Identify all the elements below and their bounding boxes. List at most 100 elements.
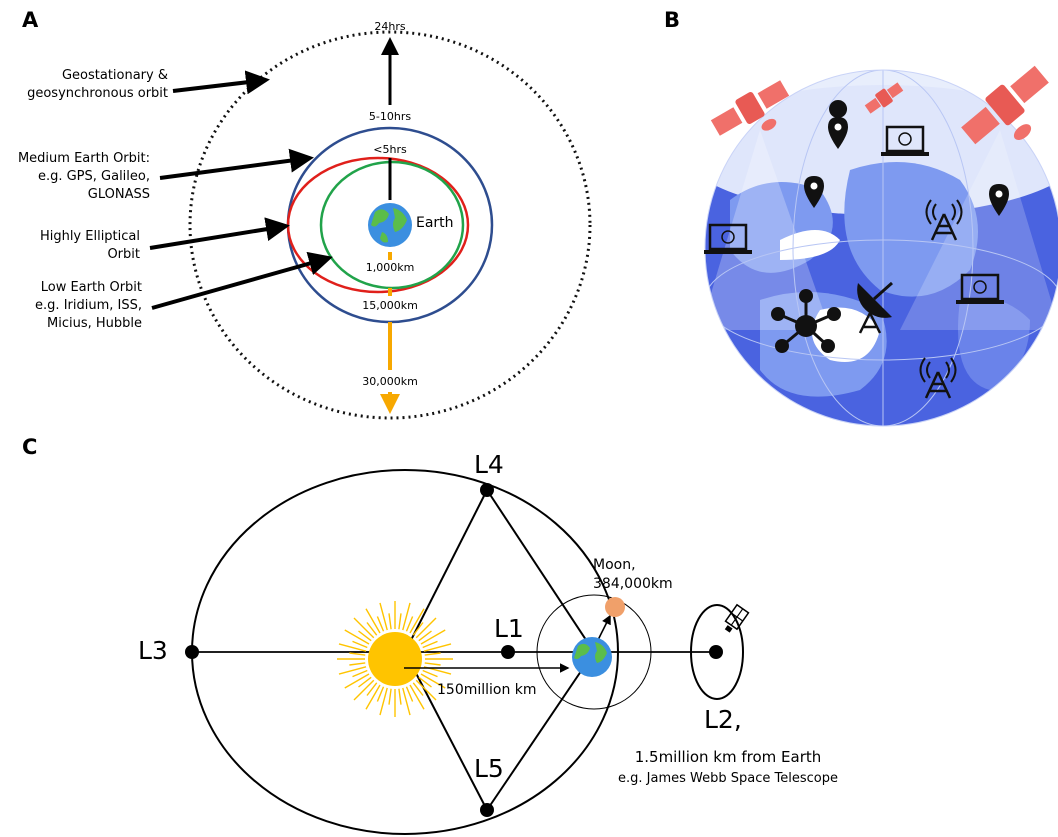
l4-label: L4 xyxy=(474,450,504,479)
laptop-icon xyxy=(881,125,929,156)
radio-tower-icon xyxy=(919,357,957,399)
moon-label-line: Moon, xyxy=(593,557,636,573)
location-pin-icon xyxy=(989,184,1009,216)
telescope-icon xyxy=(724,603,750,633)
network-hub-icon xyxy=(771,289,841,353)
satellite-icon xyxy=(710,80,790,136)
panel-c-lagrange-diagram xyxy=(185,469,750,835)
sun-ray xyxy=(388,688,392,705)
meo-distance-label: 15,000km xyxy=(362,299,418,312)
earth-label: Earth xyxy=(416,215,454,231)
sun-ray xyxy=(338,643,367,652)
sun-ray xyxy=(379,687,388,716)
l1-point xyxy=(501,645,515,659)
sun-earth-distance-label: 150million km xyxy=(437,682,537,698)
sun-ray xyxy=(358,676,372,688)
sun-ray xyxy=(422,640,438,649)
sun-ray xyxy=(349,662,366,666)
sun-ray xyxy=(398,613,402,630)
heo-label-line: Highly Elliptical xyxy=(39,229,140,244)
sun-ray xyxy=(412,622,424,636)
meo-orbit-label: Medium Earth Orbit: e.g. GPS, Galileo, G… xyxy=(0,150,150,204)
sun-ray xyxy=(402,602,411,631)
sun-ray xyxy=(423,643,452,652)
earth-icon xyxy=(572,637,612,677)
geo-distance-label: 30,000km xyxy=(362,375,418,388)
l3-point xyxy=(185,645,199,659)
l2-halo-orbit xyxy=(690,604,744,700)
geo-orbit-label: Geostationary & geosynchronous orbit xyxy=(20,67,168,103)
sun-ray xyxy=(420,629,446,645)
sun-ray xyxy=(409,684,425,710)
leo-label-line: Low Earth Orbit xyxy=(40,280,142,295)
sun-ray xyxy=(418,630,432,642)
heo-label-line: Orbit xyxy=(107,247,140,262)
sun-ray xyxy=(412,682,424,696)
sun-ray xyxy=(349,652,366,656)
sun-ray xyxy=(415,617,437,639)
l2-label: L2, xyxy=(704,705,742,734)
sun-ray xyxy=(352,669,368,678)
satellite-icon xyxy=(961,65,1049,145)
sun-ray xyxy=(405,686,414,702)
satellite-dish-icon xyxy=(857,281,893,334)
sun-ray xyxy=(424,652,441,656)
sun-ray xyxy=(409,608,425,634)
moon-label: Moon, 384,000km xyxy=(593,556,673,594)
leo-orbit-label: Low Earth Orbit e.g. Iridium, ISS, Miciu… xyxy=(0,279,142,333)
sun-ray xyxy=(352,640,368,649)
panel-letter-b: B xyxy=(664,8,681,32)
laptop-icon xyxy=(704,223,752,254)
meo-label-line: Medium Earth Orbit: xyxy=(17,151,150,166)
l2-example-label: e.g. James Webb Space Telescope xyxy=(618,771,838,786)
meo-label-line: e.g. GPS, Galileo, xyxy=(37,169,150,184)
sun-ray xyxy=(353,679,375,701)
geo-label-line: geosynchronous orbit xyxy=(27,86,168,101)
sun-ray xyxy=(415,679,437,701)
panel-letter-c: C xyxy=(22,435,38,459)
leo-label-line: e.g. Iridium, ISS, xyxy=(35,298,142,313)
moon-label-line: 384,000km xyxy=(593,576,673,592)
sun-ray xyxy=(420,673,446,689)
geo-orbit xyxy=(188,30,592,420)
geo-period-label: 24hrs xyxy=(374,20,406,33)
sun-ray xyxy=(353,617,375,639)
sun-ray xyxy=(424,662,441,666)
sun-ray xyxy=(365,684,381,710)
sun-icon xyxy=(337,601,453,717)
sun-ray xyxy=(422,669,438,678)
sun-ray xyxy=(365,608,381,634)
sun-ray xyxy=(388,613,392,630)
sun-ray xyxy=(358,630,372,642)
sun-ray xyxy=(398,688,402,705)
laptop-icon xyxy=(956,273,1004,304)
sun-ray xyxy=(344,629,370,645)
l1-label: L1 xyxy=(494,614,524,643)
l3-label: L3 xyxy=(138,636,168,665)
location-pin-icon xyxy=(804,176,824,208)
leo-label-line: Micius, Hubble xyxy=(47,316,142,331)
geo-label-line: Geostationary & xyxy=(61,68,168,83)
radio-tower-icon xyxy=(925,199,963,241)
leo-distance-label: 1,000km xyxy=(365,261,415,274)
sun-ray xyxy=(405,616,414,632)
heo-orbit-label: Highly Elliptical Orbit xyxy=(0,228,140,264)
sun-ray xyxy=(366,682,378,696)
l4-point xyxy=(480,483,494,497)
l2-distance-label: 1.5million km from Earth xyxy=(634,748,822,766)
sun-ray xyxy=(344,673,370,689)
meo-label-line: GLONASS xyxy=(87,187,150,202)
sun-ray xyxy=(366,622,378,636)
sun-ray xyxy=(418,676,432,688)
sun-ray xyxy=(402,687,411,716)
sun-ray xyxy=(376,616,385,632)
earth-icon xyxy=(368,203,412,247)
meo-period-label: 5-10hrs xyxy=(368,110,412,123)
sun-ray xyxy=(376,686,385,702)
panel-letter-a: A xyxy=(22,8,39,32)
l2-point xyxy=(709,645,723,659)
leo-period-label: <5hrs xyxy=(373,143,407,156)
moon-icon xyxy=(605,597,625,617)
l5-label: L5 xyxy=(474,754,504,783)
